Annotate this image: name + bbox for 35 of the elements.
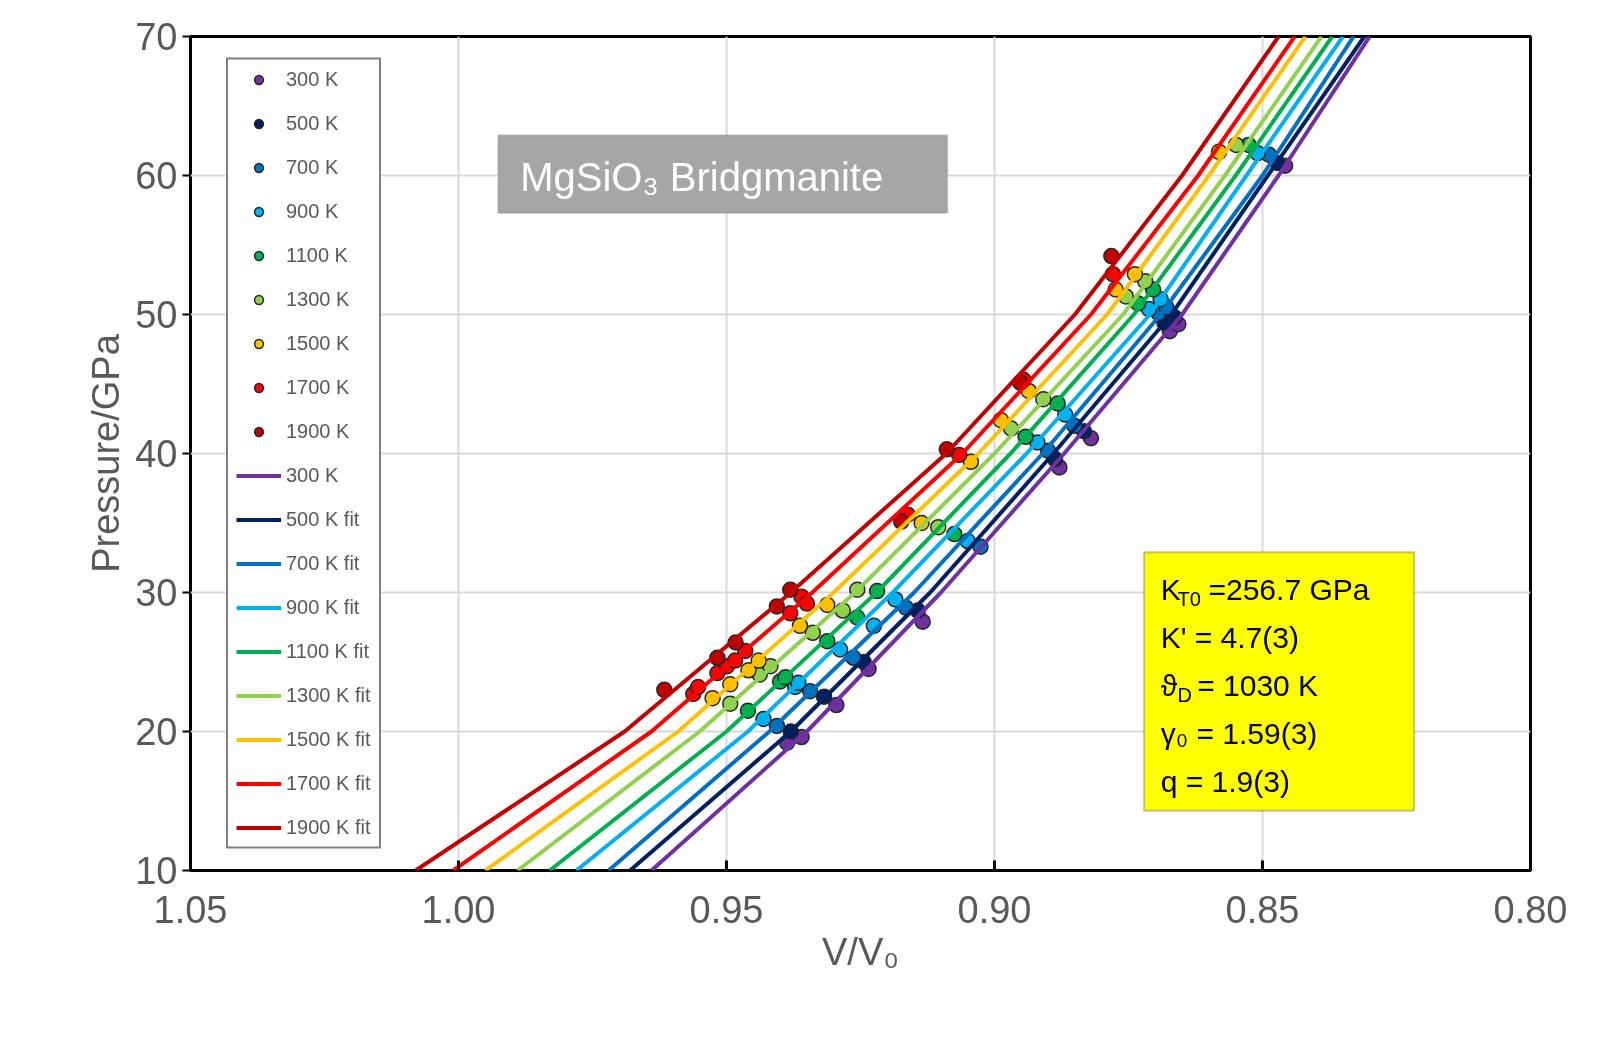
legend-label: 500 K fit: [286, 507, 360, 531]
legend-label: 900 K fit: [286, 595, 360, 619]
y-tick-label: 50: [135, 294, 178, 336]
legend-label: 1500 K fit: [286, 727, 371, 751]
legend-label: 700 K fit: [286, 551, 360, 575]
legend-label: 1300 K fit: [286, 683, 371, 707]
y-tick-label: 70: [135, 16, 178, 58]
annotation: q = 1.9(3): [1160, 765, 1290, 799]
legend-label: 1100 K: [286, 243, 348, 267]
y-tick-label: 60: [135, 155, 178, 197]
x-tick-label: 0.85: [1225, 888, 1300, 931]
x-tick-label: 1.00: [421, 888, 496, 931]
legend-label: 1300 K: [286, 287, 350, 311]
annotation: K' = 4.7(3): [1160, 621, 1299, 655]
y-tick-label: 40: [135, 433, 178, 475]
legend-label: 500 K: [286, 111, 339, 135]
annotation: γ₀ = 1.59(3): [1160, 717, 1318, 751]
legend-label: 1700 K: [286, 375, 350, 399]
legend-label: 300 K: [286, 463, 339, 487]
legend-label: 1900 K: [286, 419, 350, 443]
x-axis-title: V/V₀: [821, 930, 900, 973]
legend-label: 900 K: [286, 199, 339, 223]
x-tick-label: 0.95: [689, 888, 764, 931]
x-tick-label: 0.90: [957, 888, 1032, 931]
y-tick-label: 30: [135, 572, 178, 614]
x-tick-label: 0.80: [1493, 888, 1568, 931]
y-axis-title: Pressure/GPa: [85, 333, 128, 573]
legend-label: 1900 K fit: [286, 815, 371, 839]
legend-label: 1100 K fit: [286, 639, 370, 663]
legend-label: 700 K: [286, 155, 339, 179]
legend-label: 1700 K fit: [286, 771, 371, 795]
legend-label: 1500 K: [286, 331, 350, 355]
y-tick-label: 20: [135, 711, 178, 753]
annotation: MgSiO₃ Bridgmanite: [520, 155, 884, 200]
legend-label: 300 K: [286, 67, 339, 91]
